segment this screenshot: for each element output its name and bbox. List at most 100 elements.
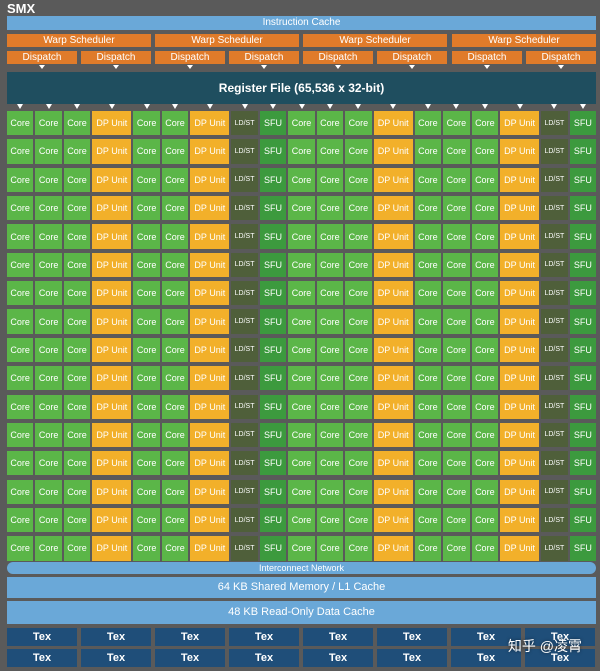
arrow-icon bbox=[579, 104, 586, 109]
dp-unit: DP Unit bbox=[500, 422, 540, 448]
dp-unit: DP Unit bbox=[92, 366, 132, 391]
tex-unit: Tex bbox=[303, 649, 373, 667]
core-unit: Core bbox=[288, 196, 315, 221]
core-unit: Core bbox=[471, 366, 498, 391]
dp-unit: DP Unit bbox=[92, 224, 132, 249]
ldst-unit: LD/ST bbox=[231, 139, 258, 164]
dispatch-unit: Dispatch bbox=[303, 51, 373, 64]
core-unit: Core bbox=[35, 507, 62, 533]
core-unit: Core bbox=[288, 394, 315, 419]
core-unit: Core bbox=[443, 536, 470, 561]
dp-unit: DP Unit bbox=[500, 394, 540, 419]
tex-unit: Tex bbox=[377, 649, 447, 667]
tex-unit: Tex bbox=[229, 649, 299, 667]
core-unit: Core bbox=[161, 507, 189, 533]
readonly-cache: 48 KB Read-Only Data Cache bbox=[7, 601, 596, 624]
sfu-unit: SFU bbox=[259, 139, 287, 164]
dp-unit: DP Unit bbox=[500, 252, 540, 278]
core-unit: Core bbox=[316, 281, 344, 306]
arrow-icon bbox=[74, 104, 81, 109]
core-unit: Core bbox=[345, 366, 372, 391]
core-unit: Core bbox=[345, 451, 372, 476]
sfu-unit: SFU bbox=[259, 196, 287, 221]
core-unit: Core bbox=[133, 507, 160, 533]
arrow-icon bbox=[172, 104, 179, 109]
arrow-icon bbox=[39, 65, 45, 69]
sfu-unit: SFU bbox=[569, 196, 596, 221]
arrow-icon bbox=[270, 104, 277, 109]
core-unit: Core bbox=[35, 224, 62, 249]
sfu-unit: SFU bbox=[569, 366, 596, 391]
core-unit: Core bbox=[316, 422, 344, 448]
core-unit: Core bbox=[161, 309, 189, 334]
dp-unit: DP Unit bbox=[190, 252, 230, 278]
ldst-unit: LD/ST bbox=[231, 394, 258, 419]
dp-unit: DP Unit bbox=[373, 111, 413, 136]
sfu-unit: SFU bbox=[259, 394, 287, 419]
core-unit: Core bbox=[316, 309, 344, 334]
ldst-unit: LD/ST bbox=[231, 479, 258, 504]
core-unit: Core bbox=[7, 309, 34, 334]
core-unit: Core bbox=[7, 224, 34, 249]
ldst-unit: LD/ST bbox=[231, 507, 258, 533]
ldst-unit: LD/ST bbox=[231, 309, 258, 334]
arrow-icon bbox=[45, 104, 52, 109]
core-unit: Core bbox=[161, 337, 189, 363]
dp-unit: DP Unit bbox=[92, 451, 132, 476]
dp-unit: DP Unit bbox=[92, 196, 132, 221]
core-unit: Core bbox=[345, 196, 372, 221]
core-unit: Core bbox=[316, 224, 344, 249]
core-unit: Core bbox=[288, 479, 315, 504]
dp-unit: DP Unit bbox=[92, 111, 132, 136]
sfu-unit: SFU bbox=[259, 309, 287, 334]
core-unit: Core bbox=[471, 451, 498, 476]
core-unit: Core bbox=[471, 309, 498, 334]
core-unit: Core bbox=[63, 167, 91, 192]
core-unit: Core bbox=[133, 422, 160, 448]
register-file: Register File (65,536 x 32-bit) bbox=[7, 72, 596, 104]
tex-unit: Tex bbox=[377, 628, 447, 646]
dp-unit: DP Unit bbox=[373, 536, 413, 561]
core-unit: Core bbox=[443, 451, 470, 476]
ldst-unit: LD/ST bbox=[231, 422, 258, 448]
core-unit: Core bbox=[35, 479, 62, 504]
core-unit: Core bbox=[414, 309, 442, 334]
core-unit: Core bbox=[161, 252, 189, 278]
core-unit: Core bbox=[471, 252, 498, 278]
sfu-unit: SFU bbox=[569, 281, 596, 306]
core-unit: Core bbox=[345, 139, 372, 164]
core-unit: Core bbox=[133, 139, 160, 164]
arrow-icon bbox=[17, 104, 24, 109]
dp-unit: DP Unit bbox=[500, 281, 540, 306]
ldst-unit: LD/ST bbox=[231, 536, 258, 561]
core-unit: Core bbox=[316, 196, 344, 221]
tex-unit: Tex bbox=[155, 628, 225, 646]
arrow-icon bbox=[409, 65, 415, 69]
tex-unit: Tex bbox=[7, 628, 77, 646]
core-unit: Core bbox=[471, 422, 498, 448]
core-unit: Core bbox=[35, 394, 62, 419]
core-unit: Core bbox=[35, 337, 62, 363]
warp-scheduler: Warp Scheduler bbox=[155, 34, 299, 47]
dp-unit: DP Unit bbox=[92, 139, 132, 164]
sfu-unit: SFU bbox=[569, 309, 596, 334]
ldst-unit: LD/ST bbox=[541, 252, 568, 278]
core-unit: Core bbox=[443, 111, 470, 136]
core-unit: Core bbox=[35, 281, 62, 306]
core-unit: Core bbox=[414, 536, 442, 561]
core-unit: Core bbox=[443, 422, 470, 448]
core-unit: Core bbox=[414, 337, 442, 363]
tex-unit: Tex bbox=[81, 649, 151, 667]
core-unit: Core bbox=[316, 507, 344, 533]
core-unit: Core bbox=[63, 366, 91, 391]
core-unit: Core bbox=[288, 337, 315, 363]
dp-unit: DP Unit bbox=[190, 281, 230, 306]
sfu-unit: SFU bbox=[569, 139, 596, 164]
core-unit: Core bbox=[288, 422, 315, 448]
dispatch-unit: Dispatch bbox=[81, 51, 151, 64]
dispatch-unit: Dispatch bbox=[155, 51, 225, 64]
tex-unit: Tex bbox=[525, 649, 595, 667]
sfu-unit: SFU bbox=[259, 224, 287, 249]
arrow-icon bbox=[113, 65, 119, 69]
arrow-icon bbox=[298, 104, 305, 109]
